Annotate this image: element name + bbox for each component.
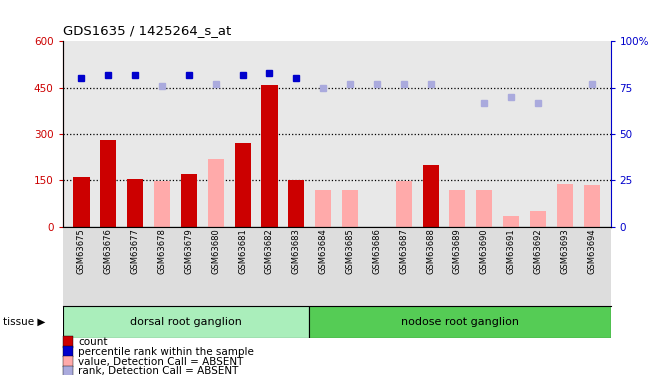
Text: GSM63692: GSM63692 xyxy=(533,228,543,274)
Text: dorsal root ganglion: dorsal root ganglion xyxy=(130,316,242,327)
Bar xyxy=(63,346,73,357)
Bar xyxy=(63,366,73,375)
Text: tissue ▶: tissue ▶ xyxy=(3,316,46,327)
Bar xyxy=(100,140,116,227)
Bar xyxy=(583,185,600,227)
Bar xyxy=(261,85,277,227)
Text: nodose root ganglion: nodose root ganglion xyxy=(401,316,519,327)
Bar xyxy=(127,179,143,227)
Text: GSM63685: GSM63685 xyxy=(346,228,354,274)
Text: GSM63680: GSM63680 xyxy=(211,228,220,274)
Bar xyxy=(181,174,197,227)
Text: GSM63675: GSM63675 xyxy=(77,228,86,274)
Text: GSM63693: GSM63693 xyxy=(560,228,570,274)
Bar xyxy=(73,177,90,227)
Text: percentile rank within the sample: percentile rank within the sample xyxy=(78,347,254,357)
Bar xyxy=(63,336,73,348)
Text: value, Detection Call = ABSENT: value, Detection Call = ABSENT xyxy=(78,357,244,366)
Text: GSM63684: GSM63684 xyxy=(319,228,327,274)
Text: GSM63679: GSM63679 xyxy=(184,228,193,274)
Text: count: count xyxy=(78,337,108,347)
Bar xyxy=(422,165,439,227)
Bar xyxy=(234,143,251,227)
Bar xyxy=(477,190,492,227)
Text: GSM63691: GSM63691 xyxy=(507,228,515,274)
Bar xyxy=(63,356,73,367)
Text: GSM63687: GSM63687 xyxy=(399,228,409,274)
Text: GSM63683: GSM63683 xyxy=(292,228,301,274)
Text: GSM63688: GSM63688 xyxy=(426,228,435,274)
Text: rank, Detection Call = ABSENT: rank, Detection Call = ABSENT xyxy=(78,366,238,375)
Text: GSM63682: GSM63682 xyxy=(265,228,274,274)
Bar xyxy=(154,181,170,227)
Bar xyxy=(288,180,304,227)
Text: GDS1635 / 1425264_s_at: GDS1635 / 1425264_s_at xyxy=(63,24,231,38)
Bar xyxy=(63,306,309,338)
Text: GSM63689: GSM63689 xyxy=(453,228,462,274)
Text: GSM63677: GSM63677 xyxy=(131,228,140,274)
Bar xyxy=(342,190,358,227)
Bar xyxy=(208,159,224,227)
Bar xyxy=(530,211,546,227)
Text: GSM63678: GSM63678 xyxy=(158,228,166,274)
Bar xyxy=(315,190,331,227)
Bar xyxy=(449,190,465,227)
Bar xyxy=(557,184,573,227)
Bar xyxy=(503,216,519,227)
Text: GSM63694: GSM63694 xyxy=(587,228,596,274)
Text: GSM63676: GSM63676 xyxy=(104,228,113,274)
Text: GSM63690: GSM63690 xyxy=(480,228,489,274)
Bar xyxy=(396,181,412,227)
Text: GSM63681: GSM63681 xyxy=(238,228,247,274)
Text: GSM63686: GSM63686 xyxy=(372,228,381,274)
Bar xyxy=(309,306,610,338)
